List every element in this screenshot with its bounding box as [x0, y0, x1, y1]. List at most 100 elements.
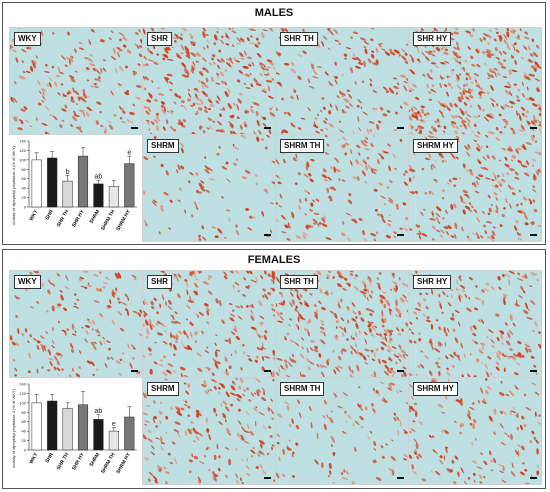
males-tick-label: 20: [22, 195, 27, 200]
males-category-label: SHRM HY: [115, 208, 132, 232]
scale-bar: [530, 370, 537, 372]
females-title: FEMALES: [247, 254, 301, 266]
males-chart: 0 20 40 60 80 100 120 140 WKY SHR b SHR TH SHR HY ab S…: [9, 135, 143, 241]
females-bar: [31, 402, 42, 451]
males-category-label: SHR HY: [71, 208, 86, 228]
females-bar: [93, 419, 104, 451]
females-panel-shrm-hy: SHRM HY: [408, 377, 542, 485]
females-category-label: SHRM TH: [100, 452, 117, 475]
females-tick-label: 140: [19, 382, 26, 387]
males-category-label: SHRM TH: [100, 209, 117, 232]
scale-bar: [397, 234, 404, 236]
females-category-label: SHR TH: [56, 452, 71, 471]
males-tick-label: 120: [19, 148, 26, 153]
scale-bar: [264, 477, 271, 479]
males-tick-label: 0: [24, 205, 27, 210]
males-sig-label: ab: [95, 174, 103, 181]
females-sig-label: e: [112, 421, 116, 428]
males-sig-label: e: [127, 150, 131, 157]
males-panel-shrm-hy: SHRM HY: [408, 134, 542, 242]
females-panel-shrm-th: SHRM TH: [275, 377, 409, 485]
males-bar: [108, 186, 119, 208]
females-panel-shr-th: SHR TH: [275, 270, 409, 378]
scale-bar: [264, 370, 271, 372]
panel-label: SHRM HY: [413, 382, 458, 396]
panel-label: SHRM HY: [413, 139, 458, 153]
males-chart-ylabel: Activity of dipeptidyl peptidase 4 (% of…: [11, 146, 16, 225]
males-section: MALES WKY SHR SHR TH SHR HY 0 20 40 60 80 100…: [2, 2, 546, 245]
scale-bar: [397, 127, 404, 129]
scale-bar: [264, 234, 271, 236]
scale-bar: [264, 127, 271, 129]
males-panel-wky: WKY: [9, 27, 143, 135]
males-bar: [47, 157, 58, 208]
males-bar: [62, 180, 73, 208]
males-panel-shr: SHR: [142, 27, 276, 135]
panel-label: SHRM TH: [280, 382, 325, 396]
females-category-label: SHRM HY: [115, 451, 132, 475]
males-bar: [124, 163, 135, 208]
males-tick-label: 80: [22, 167, 27, 172]
scale-bar: [131, 127, 138, 129]
females-tick-label: 100: [19, 400, 26, 405]
females-panel-shr: SHR: [142, 270, 276, 378]
males-panel-shr-th: SHR TH: [275, 27, 409, 135]
males-category-label: SHR: [44, 209, 55, 221]
males-bar: [93, 183, 104, 208]
panel-label: SHRM: [147, 382, 179, 396]
scale-bar: [397, 477, 404, 479]
scale-bar: [530, 234, 537, 236]
scale-bar: [530, 127, 537, 129]
females-tick-label: 0: [24, 448, 27, 453]
females-sig-label: ab: [95, 408, 103, 415]
females-bar-chart: 0 20 40 60 80 100 120 140 WKY SHR SHR TH SHR HY ab SH…: [19, 382, 137, 475]
females-panel-shr-hy: SHR HY: [408, 270, 542, 378]
females-bar: [108, 430, 119, 451]
females-bar: [47, 400, 58, 451]
panel-label: WKY: [14, 275, 41, 289]
males-tick-label: 100: [19, 157, 26, 162]
males-panel-shr-hy: SHR HY: [408, 27, 542, 135]
females-category-label: SHRM: [89, 452, 102, 468]
panel-label: SHR HY: [413, 32, 452, 46]
males-category-label: WKY: [28, 208, 39, 222]
females-tick-label: 120: [19, 391, 26, 396]
panel-label: SHR TH: [280, 275, 318, 289]
males-panel-shrm-th: SHRM TH: [275, 134, 409, 242]
scale-bar: [131, 370, 138, 372]
females-category-label: WKY: [28, 451, 39, 465]
males-bar-chart: 0 20 40 60 80 100 120 140 WKY SHR b SHR TH SHR HY ab S…: [19, 139, 137, 232]
scale-bar: [397, 370, 404, 372]
females-tick-label: 60: [22, 419, 27, 424]
panel-label: SHR HY: [413, 275, 452, 289]
males-tick-label: 40: [22, 186, 27, 191]
panel-label: SHR TH: [280, 32, 318, 46]
females-tick-label: 40: [22, 429, 27, 434]
females-category-label: SHR: [44, 452, 55, 464]
females-chart-ylabel: Activity of dipeptidyl peptidase 4 (% of…: [11, 389, 16, 468]
males-category-label: SHRM: [89, 209, 102, 225]
panel-label: SHRM TH: [280, 139, 325, 153]
females-panel-wky: WKY: [9, 270, 143, 378]
panel-label: SHR: [147, 32, 172, 46]
females-chart: 0 20 40 60 80 100 120 140 WKY SHR SHR TH SHR HY ab SH…: [9, 378, 143, 484]
scale-bar: [530, 477, 537, 479]
males-sig-label: b: [66, 169, 70, 176]
males-bar: [77, 155, 89, 208]
panel-label: SHRM: [147, 139, 179, 153]
panel-label: SHR: [147, 275, 172, 289]
females-category-label: SHR HY: [71, 451, 86, 471]
females-bar: [77, 404, 89, 451]
females-bar: [124, 416, 135, 451]
females-tick-label: 20: [22, 438, 27, 443]
males-tick-label: 140: [19, 139, 26, 144]
females-panel-shrm: SHRM: [142, 377, 276, 485]
females-tick-label: 80: [22, 410, 27, 415]
males-bar: [31, 159, 42, 208]
females-section: FEMALES WKY SHR SHR TH SHR HY 0 20 40 60 80 1…: [2, 249, 546, 489]
panel-label: WKY: [14, 32, 41, 46]
females-bar: [62, 408, 73, 451]
males-category-label: SHR TH: [56, 209, 71, 228]
males-title: MALES: [254, 7, 294, 19]
males-tick-label: 60: [22, 176, 27, 181]
